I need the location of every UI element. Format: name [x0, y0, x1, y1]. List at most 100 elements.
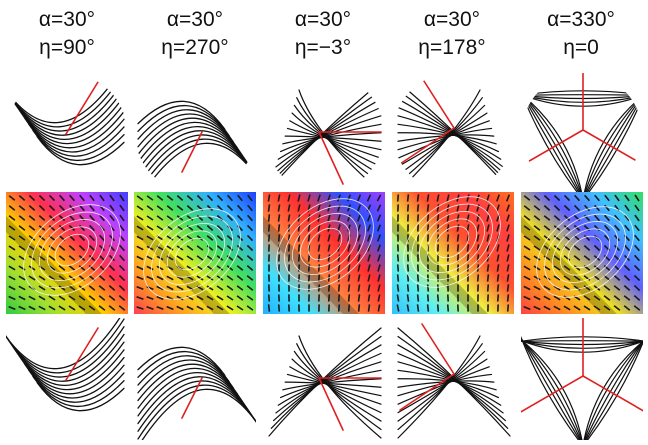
dash — [226, 255, 234, 261]
dash — [476, 274, 480, 282]
dash — [236, 275, 244, 281]
streamline — [137, 100, 226, 130]
dash — [58, 204, 66, 212]
dash — [583, 305, 591, 311]
dash — [156, 205, 164, 211]
dash — [356, 204, 362, 212]
dash — [186, 215, 194, 221]
dash — [109, 234, 115, 242]
streamline — [36, 382, 125, 412]
dash — [416, 304, 420, 312]
contour-lines — [23, 204, 121, 296]
dash — [543, 194, 551, 202]
dash — [347, 244, 351, 252]
dash — [69, 194, 75, 202]
dash — [426, 214, 430, 222]
dash — [533, 275, 541, 281]
dash — [563, 255, 571, 261]
dash — [366, 194, 372, 202]
dash — [176, 235, 184, 241]
dash — [58, 265, 66, 271]
dash — [506, 254, 510, 262]
dash — [246, 275, 254, 281]
dash — [367, 284, 371, 292]
dash — [533, 265, 541, 271]
dash — [406, 264, 410, 272]
dash — [377, 284, 381, 292]
dash — [594, 204, 600, 212]
dash — [146, 195, 154, 201]
dash — [466, 254, 470, 262]
dash — [613, 264, 621, 272]
dash — [634, 224, 640, 232]
streamline-group — [137, 346, 256, 440]
dash — [176, 225, 184, 231]
dash — [226, 235, 234, 241]
dash — [186, 265, 194, 271]
dash — [496, 254, 500, 262]
dash — [287, 194, 291, 202]
streamline-row-square-panel-3 — [263, 318, 385, 440]
dash — [307, 274, 311, 282]
dash — [119, 254, 125, 262]
dash — [317, 234, 321, 242]
dash — [505, 194, 511, 202]
dash — [584, 204, 590, 212]
contour — [292, 213, 358, 275]
dash — [553, 194, 561, 202]
dash — [109, 204, 115, 212]
dash — [603, 254, 611, 262]
dash — [226, 204, 234, 212]
contour — [39, 219, 105, 281]
dash — [277, 304, 281, 312]
circular-clip — [522, 73, 642, 193]
column-header-3: α=30° η=−3° — [264, 6, 382, 62]
dash — [108, 305, 116, 311]
dash — [68, 275, 76, 281]
dash — [206, 295, 214, 301]
dash — [573, 275, 581, 281]
dash — [426, 284, 430, 292]
dash — [98, 295, 106, 301]
singular-line — [399, 127, 455, 165]
column-header-2: α=30° η=270° — [136, 6, 254, 62]
dash — [426, 224, 430, 232]
dash — [196, 194, 204, 202]
dash — [446, 194, 450, 202]
dash — [486, 224, 490, 232]
dash — [48, 295, 56, 301]
dash — [396, 194, 400, 202]
dash — [506, 304, 510, 312]
dash — [623, 305, 631, 311]
panel-graphic — [137, 346, 256, 440]
dash — [347, 264, 351, 272]
contour — [536, 206, 634, 298]
dash — [624, 194, 630, 202]
dash — [543, 285, 551, 291]
dash — [436, 224, 440, 232]
eta-label: η=270° — [161, 36, 229, 59]
dash — [176, 215, 184, 221]
director-dashes — [396, 194, 511, 312]
streamline — [397, 335, 481, 439]
streamline — [19, 356, 125, 395]
dash — [376, 194, 382, 202]
dash — [28, 205, 36, 211]
panel-graphic — [134, 192, 256, 314]
dash — [99, 234, 105, 242]
dash — [38, 235, 46, 241]
dash — [277, 194, 281, 202]
singular-line — [582, 129, 642, 171]
dash — [186, 255, 194, 261]
dash — [156, 285, 164, 291]
dash — [108, 254, 116, 262]
dash — [236, 245, 244, 251]
dash — [196, 295, 204, 301]
dash — [347, 294, 351, 302]
dash — [58, 275, 66, 281]
dash — [573, 224, 581, 232]
dash — [216, 305, 224, 311]
dash — [68, 265, 76, 271]
dash — [146, 265, 154, 271]
dash — [297, 244, 301, 252]
